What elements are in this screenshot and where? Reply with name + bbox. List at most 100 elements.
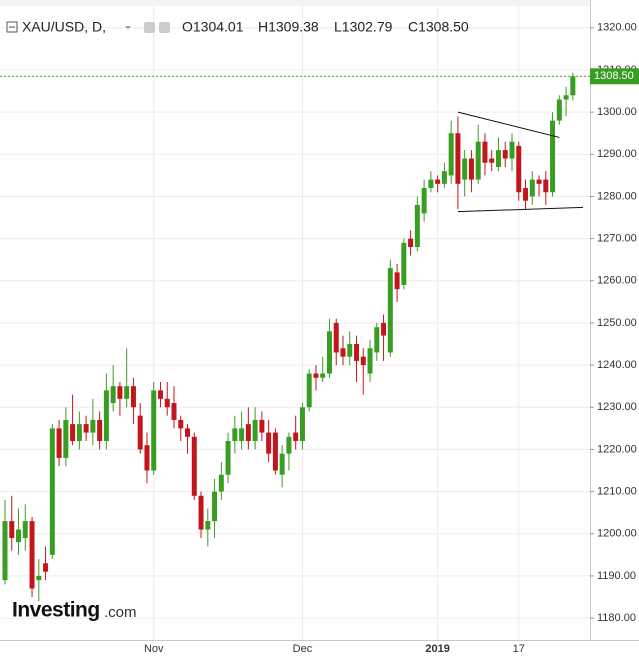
candle-body bbox=[225, 441, 231, 475]
y-tick-label: 1320.00 bbox=[597, 22, 637, 34]
y-tick-label: 1280.00 bbox=[597, 190, 637, 202]
symbol-label: XAU/USD, D, bbox=[22, 19, 106, 35]
y-tick-label: 1300.00 bbox=[597, 106, 637, 118]
candle-body bbox=[354, 344, 360, 361]
candle-body bbox=[252, 419, 258, 442]
candle-body bbox=[144, 445, 150, 471]
candle-body bbox=[523, 188, 529, 201]
y-tick-label: 1290.00 bbox=[597, 148, 637, 160]
y-tick-label: 1200.00 bbox=[597, 528, 637, 540]
candle-body bbox=[367, 348, 373, 374]
y-tick-label: 1240.00 bbox=[597, 359, 637, 371]
candle-body bbox=[83, 424, 89, 433]
candle-body bbox=[130, 386, 136, 408]
candle-body bbox=[441, 171, 447, 184]
y-tick-label: 1230.00 bbox=[597, 401, 637, 413]
candle-body bbox=[381, 322, 387, 336]
trendline bbox=[457, 111, 560, 138]
eye-icon[interactable] bbox=[144, 22, 155, 33]
candle-body bbox=[286, 436, 292, 454]
candle-body bbox=[239, 428, 245, 442]
candle-body bbox=[97, 419, 103, 442]
toolbar-strip bbox=[0, 0, 590, 6]
candle-body bbox=[43, 563, 49, 572]
collapse-icon[interactable] bbox=[6, 21, 18, 33]
candle-body bbox=[205, 521, 211, 530]
watermark-suffix: .com bbox=[104, 604, 137, 621]
candle-body bbox=[360, 356, 366, 366]
candle-body bbox=[137, 415, 143, 450]
candle-body bbox=[408, 238, 414, 248]
candle-body bbox=[570, 76, 576, 96]
candle-body bbox=[428, 179, 434, 189]
settings-icon[interactable] bbox=[159, 22, 170, 33]
candle-body bbox=[421, 188, 427, 214]
candle-body bbox=[455, 133, 461, 184]
candle-body bbox=[475, 141, 481, 180]
ohlc-low: L1302.79 bbox=[334, 19, 393, 35]
last-price-label: 1308.50 bbox=[594, 70, 634, 82]
candle-body bbox=[110, 386, 116, 404]
x-tick-label: Dec bbox=[293, 643, 313, 655]
candle-body bbox=[259, 419, 265, 433]
candle-body bbox=[76, 424, 82, 442]
candle-body bbox=[320, 373, 326, 378]
candle-body bbox=[502, 150, 508, 159]
candle-body bbox=[495, 150, 501, 167]
y-tick-label: 1220.00 bbox=[597, 443, 637, 455]
candle-body bbox=[178, 419, 184, 429]
candle-body bbox=[29, 521, 35, 589]
candle-body bbox=[245, 424, 251, 442]
x-tick-label: 17 bbox=[513, 643, 525, 655]
x-tick-label: 2019 bbox=[425, 643, 449, 655]
candle-body bbox=[124, 386, 130, 399]
candle-body bbox=[333, 322, 339, 353]
candle-body bbox=[185, 428, 191, 437]
candle-body bbox=[374, 327, 380, 353]
candle-body bbox=[563, 95, 569, 100]
candle-body bbox=[272, 432, 278, 471]
y-tick-label: 1180.00 bbox=[597, 612, 636, 624]
dropdown-arrow[interactable] bbox=[125, 26, 131, 29]
y-tick-label: 1190.00 bbox=[597, 570, 636, 582]
y-tick-label: 1210.00 bbox=[597, 486, 637, 498]
candle-body bbox=[151, 390, 157, 471]
candle-body bbox=[117, 386, 123, 399]
candle-body bbox=[435, 179, 441, 184]
candle-body bbox=[9, 521, 15, 538]
ohlc-open: O1304.01 bbox=[182, 19, 244, 35]
candle-body bbox=[394, 272, 400, 290]
candle-body bbox=[536, 179, 542, 184]
candle-body bbox=[56, 428, 62, 458]
candle-body bbox=[299, 407, 305, 442]
candle-body bbox=[482, 141, 488, 163]
last-price-badge bbox=[590, 68, 639, 85]
candle-body bbox=[266, 432, 272, 454]
candle-body bbox=[279, 453, 285, 475]
candle-body bbox=[70, 424, 76, 442]
y-tick-label: 1270.00 bbox=[597, 233, 637, 245]
candle-body bbox=[313, 373, 319, 378]
candle-body bbox=[63, 419, 69, 458]
y-tick-label: 1250.00 bbox=[597, 317, 637, 329]
candle-body bbox=[550, 120, 556, 193]
candle-body bbox=[414, 204, 420, 248]
ohlc-close: C1308.50 bbox=[408, 19, 469, 35]
candle-body bbox=[401, 242, 407, 286]
candle-body bbox=[103, 390, 109, 442]
ohlc-high: H1309.38 bbox=[258, 19, 319, 35]
candle-body bbox=[36, 575, 42, 581]
candle-body bbox=[516, 145, 522, 193]
candle-body bbox=[509, 141, 515, 159]
candle-body bbox=[529, 179, 535, 197]
time-axis bbox=[0, 641, 639, 662]
candle-body bbox=[468, 158, 474, 180]
candle-body bbox=[191, 436, 197, 496]
candle-body bbox=[22, 521, 28, 538]
candle-body bbox=[164, 398, 170, 408]
candle-body bbox=[306, 373, 312, 408]
candle-body bbox=[212, 491, 218, 522]
candle-body bbox=[340, 348, 346, 357]
